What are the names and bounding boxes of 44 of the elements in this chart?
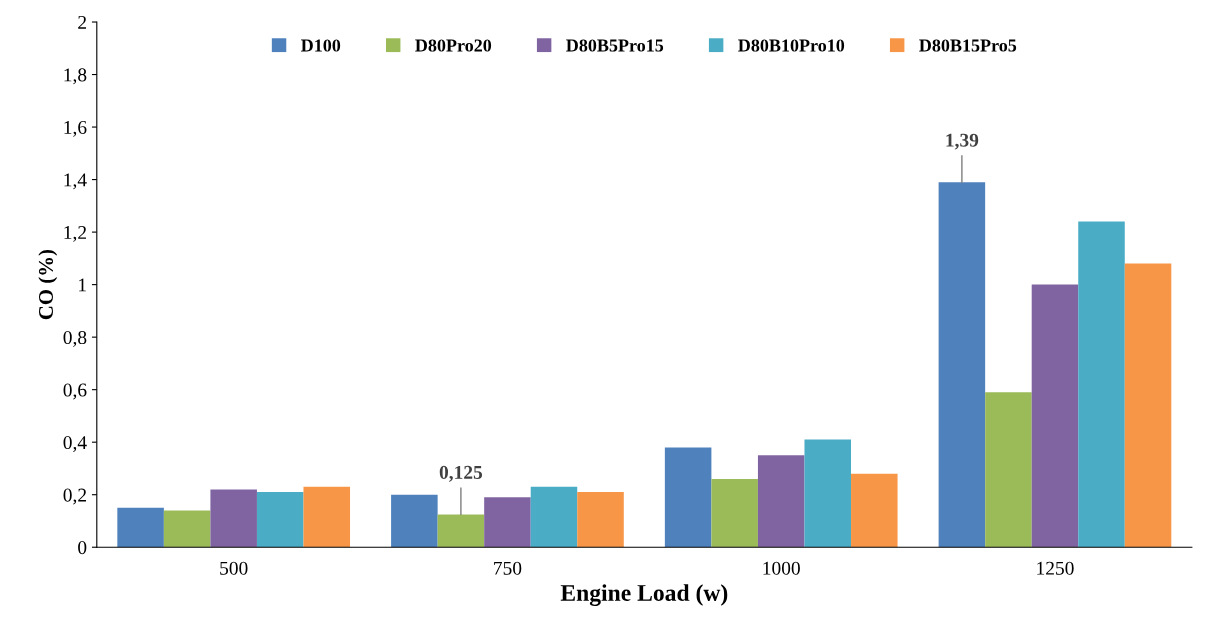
y-tick-label: 1,2	[64, 225, 87, 242]
bar	[1031, 284, 1079, 548]
y-tick-label: 0,8	[63, 330, 87, 347]
bar	[711, 478, 758, 548]
legend-label: D80Pro20	[415, 39, 492, 52]
bar	[117, 507, 164, 548]
bar	[985, 392, 1032, 548]
bar	[1078, 221, 1125, 548]
y-tick-label: 2	[78, 15, 87, 29]
data-label: 1,39	[946, 133, 979, 150]
y-tick-label: 0,6	[63, 383, 87, 400]
bar	[804, 439, 852, 548]
y-tick-label: 0,4	[63, 436, 87, 452]
bar	[530, 486, 578, 548]
bar	[163, 510, 211, 548]
bar	[484, 497, 531, 548]
bar	[256, 492, 304, 548]
bar	[210, 489, 257, 548]
y-tick-label: 1,8	[64, 68, 87, 85]
legend-label: D80B15Pro5	[919, 39, 1017, 52]
y-tick-label: 1,4	[64, 173, 87, 190]
data-label: 0,125	[439, 465, 483, 482]
x-tick-label: 500	[220, 561, 248, 575]
y-tick-label: 0	[78, 541, 87, 555]
bar	[757, 455, 805, 548]
y-axis-title: CO (%)	[38, 249, 58, 320]
bar	[437, 514, 485, 548]
bar	[303, 486, 351, 548]
bar	[577, 492, 624, 548]
legend-label: D100	[301, 39, 341, 52]
legend-label: D80B5Pro15	[566, 39, 664, 52]
y-tick-label: 0,2	[63, 488, 87, 505]
y-tick-label: 1,6	[64, 120, 87, 137]
x-axis-title: Engine Load (w)	[560, 584, 728, 606]
bar	[938, 182, 986, 548]
bar	[391, 494, 438, 548]
x-tick-label: 1250	[1037, 561, 1074, 575]
legend-label: D80B10Pro10	[738, 39, 845, 52]
y-tick-label: 1	[79, 278, 86, 292]
bar	[664, 447, 712, 548]
bar	[851, 473, 898, 548]
x-tick-label: 1000	[763, 561, 800, 575]
x-tick-label: 750	[494, 561, 522, 575]
bar	[1124, 263, 1172, 548]
